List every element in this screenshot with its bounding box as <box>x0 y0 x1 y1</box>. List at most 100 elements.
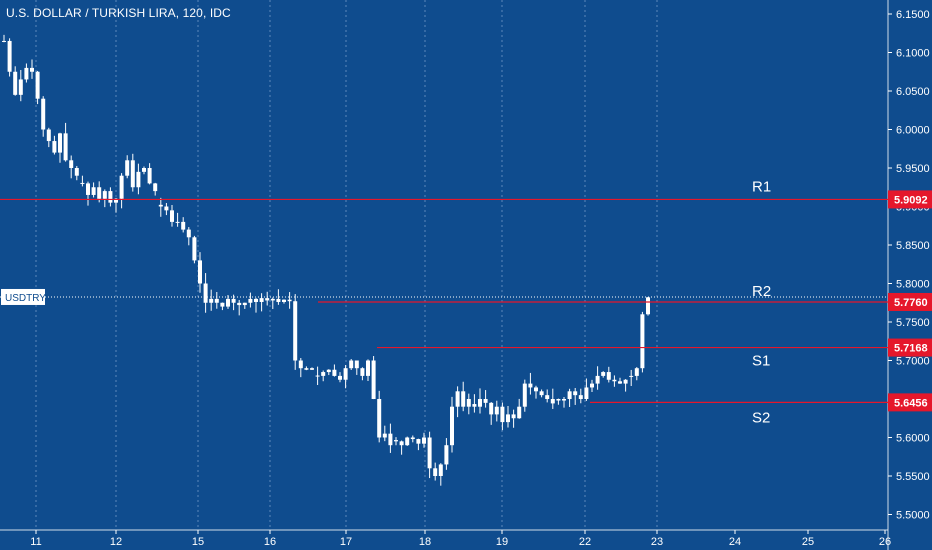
candle-body <box>399 441 404 446</box>
candle-body <box>304 368 309 370</box>
y-tick-label: 5.6000 <box>896 433 930 445</box>
candle-body <box>13 71 18 95</box>
candle-body <box>410 437 415 440</box>
candle-body <box>108 191 113 203</box>
y-tick-label: 6.1000 <box>896 48 930 60</box>
candle-body <box>170 210 174 222</box>
candle-body <box>125 160 130 176</box>
candle-body <box>416 439 421 444</box>
x-tick-label: 24 <box>729 536 741 548</box>
x-tick-label: 22 <box>579 536 591 548</box>
symbol-label: USDTRY <box>5 293 46 304</box>
candle-body <box>24 67 29 80</box>
symbol-label-bg <box>1 288 45 305</box>
candle-body <box>500 406 505 423</box>
x-tick-label: 18 <box>419 536 431 548</box>
candle-body <box>405 437 410 446</box>
candle-body <box>52 141 57 153</box>
y-tick-label: 5.8500 <box>896 240 930 252</box>
candle-body <box>573 391 578 396</box>
candle-body <box>354 360 359 369</box>
candle-body <box>595 375 600 384</box>
candle-body <box>377 399 382 438</box>
candle-body <box>539 391 544 396</box>
level-price-s1: 5.7168 <box>894 343 928 355</box>
candle-body <box>265 298 270 301</box>
candle-body <box>343 368 348 380</box>
candle-body <box>455 391 460 407</box>
candle-body <box>276 298 281 302</box>
level-price-bg-r1 <box>888 190 932 209</box>
candle-body <box>18 79 23 95</box>
y-tick-label: 5.9500 <box>896 163 930 175</box>
candle-body <box>254 298 258 302</box>
candle-body <box>198 260 202 284</box>
candle-body <box>489 402 494 415</box>
candle-body <box>226 298 230 307</box>
y-tick-label: 5.8000 <box>896 279 930 291</box>
candle-body <box>606 372 611 380</box>
candle-body <box>153 183 158 192</box>
candle-body <box>483 399 488 403</box>
candle-body <box>119 175 124 199</box>
level-name-s2: S2 <box>752 409 770 426</box>
candle-body <box>231 298 236 303</box>
candle-body <box>517 406 522 419</box>
candle-body <box>360 368 365 376</box>
level-price-r1: 5.9092 <box>894 194 928 206</box>
candle-body <box>494 406 499 415</box>
candle-body <box>7 40 12 72</box>
candle-body <box>528 383 533 388</box>
candle-body <box>114 198 118 203</box>
y-tick-label: 6.1500 <box>896 9 930 21</box>
level-price-s2: 5.6456 <box>894 397 928 409</box>
candle-body <box>326 369 331 373</box>
candle-body <box>58 133 62 153</box>
candle-body <box>310 368 314 370</box>
level-price-bg-s2 <box>888 393 932 412</box>
candle-body <box>522 383 527 407</box>
x-tick-label: 26 <box>879 536 891 548</box>
candle-body <box>30 67 34 72</box>
candle-body <box>601 372 606 376</box>
candle-body <box>97 187 102 199</box>
candle-body <box>422 437 426 444</box>
candle-body <box>450 406 454 446</box>
y-tick-label: 5.5500 <box>896 471 930 483</box>
x-tick-label: 16 <box>264 536 276 548</box>
candle-body <box>46 129 51 142</box>
x-tick-label: 19 <box>496 536 508 548</box>
candle-body <box>388 433 393 446</box>
x-tick-label: 11 <box>30 536 41 548</box>
level-name-s1: S1 <box>752 353 770 370</box>
candle-body <box>242 302 247 306</box>
candle-body <box>478 399 482 407</box>
x-tick-label: 23 <box>651 536 663 548</box>
candle-body <box>472 404 477 407</box>
candle-body <box>634 368 639 376</box>
candle-body <box>444 445 449 465</box>
candle-body <box>366 360 370 376</box>
candle-body <box>394 440 398 442</box>
level-price-bg-s1 <box>888 338 932 357</box>
y-tick-label: 6.0000 <box>896 125 930 137</box>
candle-body <box>578 395 583 399</box>
candle-body <box>130 160 135 188</box>
y-tick-label: 5.7000 <box>896 356 930 368</box>
candle-body <box>332 369 337 376</box>
candle-body <box>590 383 594 388</box>
candle-body <box>186 229 191 238</box>
level-price-bg-r2 <box>888 292 932 311</box>
candle-body <box>382 433 387 438</box>
candle-body <box>136 171 141 188</box>
level-name-r1: R1 <box>752 178 771 195</box>
level-price-r2: 5.7760 <box>894 297 928 309</box>
candle-body <box>142 168 146 172</box>
candle-body <box>321 372 326 376</box>
x-tick-label: 17 <box>340 536 352 548</box>
candle-body <box>466 399 471 407</box>
candle-body <box>287 299 292 302</box>
candle-body <box>259 298 264 302</box>
